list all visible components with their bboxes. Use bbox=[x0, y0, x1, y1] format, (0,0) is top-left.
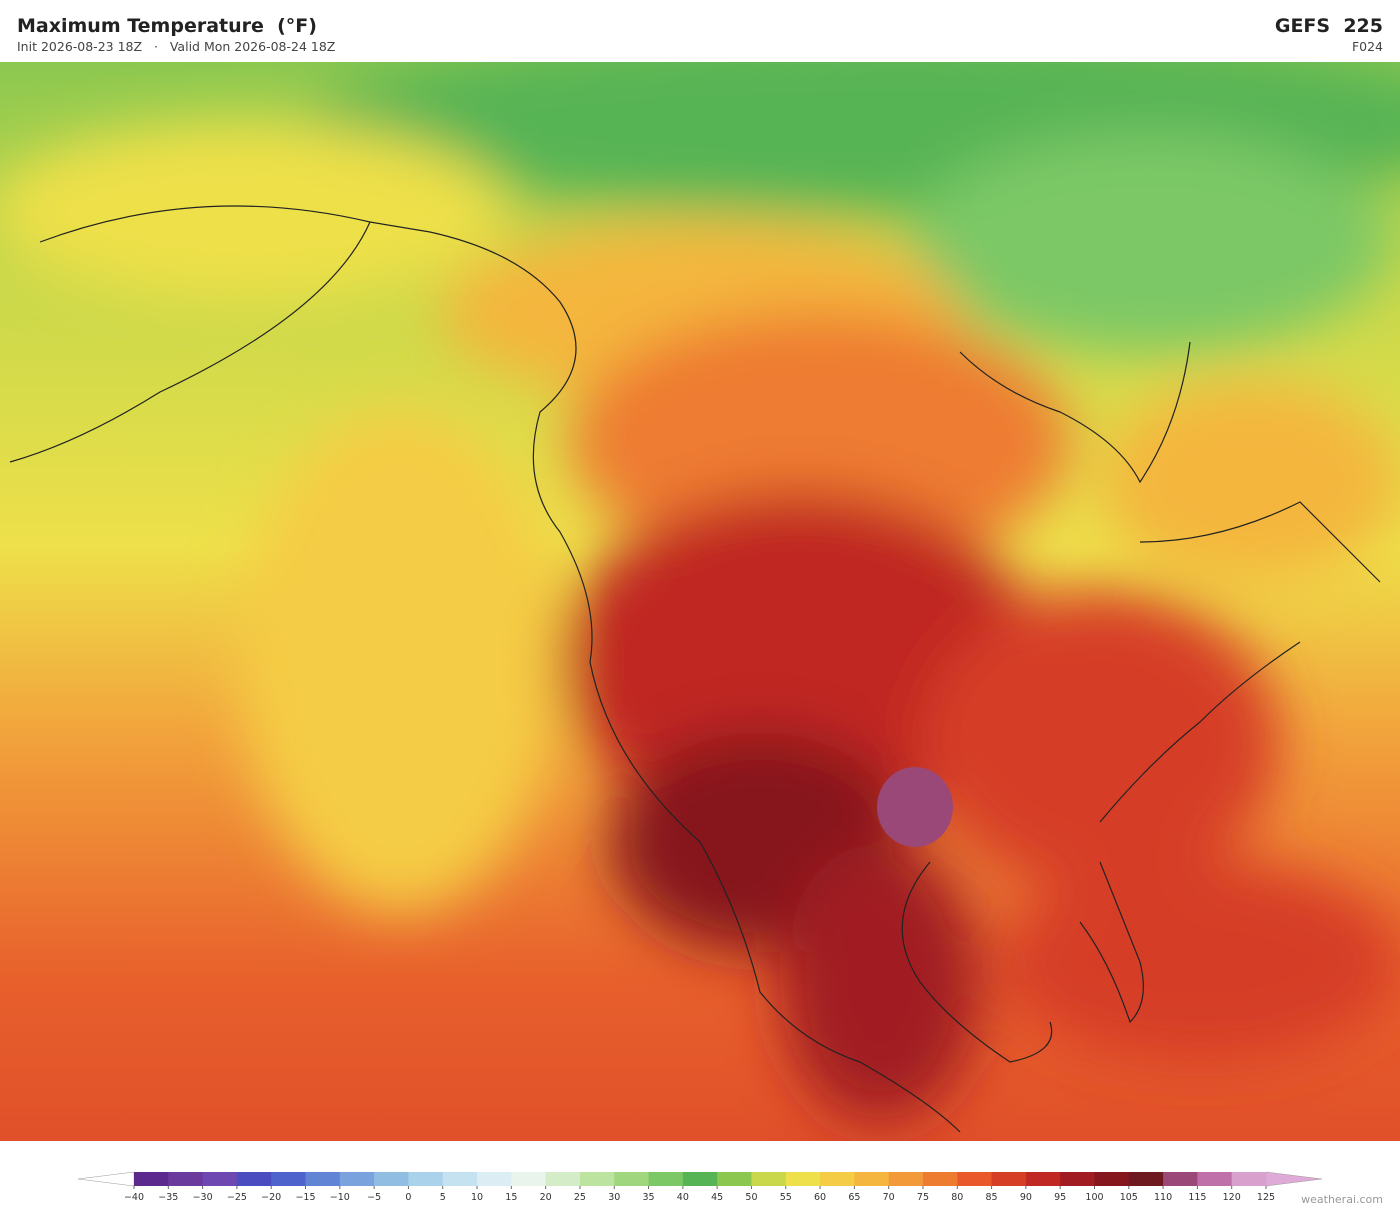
colorbar-tick-label: 65 bbox=[848, 1192, 860, 1203]
colorbar-bin bbox=[648, 1172, 684, 1186]
colorbar-tick-label: 10 bbox=[471, 1192, 483, 1203]
colorbar-tick-label: −40 bbox=[124, 1192, 144, 1203]
colorbar-tick-label: 115 bbox=[1188, 1192, 1206, 1203]
coastlines bbox=[9, 205, 1381, 1133]
title: Maximum Temperature (°F) bbox=[17, 15, 317, 37]
colorbar-bin bbox=[271, 1172, 307, 1186]
colorbar-tick-label: 60 bbox=[814, 1192, 826, 1203]
credit: weatherai.com bbox=[1301, 1193, 1383, 1206]
colorbar-bin bbox=[991, 1172, 1027, 1186]
colorbar-bin bbox=[751, 1172, 787, 1186]
colorbar-bin bbox=[1163, 1172, 1198, 1186]
colorbar-bin bbox=[339, 1172, 375, 1186]
colorbar-bin bbox=[134, 1172, 169, 1186]
colorbar-tick-label: 95 bbox=[1054, 1192, 1066, 1203]
colorbar-tick-label: 125 bbox=[1257, 1192, 1275, 1203]
colorbar-tick-label: 50 bbox=[745, 1192, 757, 1203]
colorbar-bin bbox=[854, 1172, 890, 1186]
colorbar-bin bbox=[1128, 1172, 1164, 1186]
colorbar-bin bbox=[717, 1172, 752, 1186]
colorbar-tick-label: 0 bbox=[405, 1192, 411, 1203]
colorbar-bin bbox=[442, 1172, 478, 1186]
colorbar-bin bbox=[236, 1172, 272, 1186]
colorbar-bin bbox=[1094, 1172, 1130, 1186]
colorbar-tick-label: 110 bbox=[1154, 1192, 1172, 1203]
colorbar-tick-label: 15 bbox=[505, 1192, 517, 1203]
colorbar-bin bbox=[168, 1172, 204, 1186]
colorbar: −40 −35 −30 −25 −20 −15 −10 −5 0 5 10 15 20 25 30 35 40 4… bbox=[77, 1171, 1323, 1203]
colorbar-bin bbox=[1197, 1172, 1233, 1186]
colorbar-tick-label: 40 bbox=[677, 1192, 689, 1203]
colorbar-tick-label: −5 bbox=[367, 1192, 381, 1203]
colorbar-bin bbox=[922, 1172, 958, 1186]
colorbar-tick-label: 35 bbox=[642, 1192, 654, 1203]
colorbar-bin bbox=[545, 1172, 581, 1186]
colorbar-tick-label: 5 bbox=[440, 1192, 446, 1203]
hot-spot bbox=[877, 767, 953, 847]
colorbar-tick-label: 45 bbox=[711, 1192, 723, 1203]
map bbox=[0, 62, 1400, 1141]
colorbar-tick-label: −25 bbox=[227, 1192, 247, 1203]
colorbar-bin bbox=[785, 1172, 821, 1186]
colorbar-tick-label: 90 bbox=[1020, 1192, 1032, 1203]
colorbar-tick-label: 75 bbox=[917, 1192, 929, 1203]
colorbar-bin bbox=[888, 1172, 924, 1186]
colorbar-tick-label: −10 bbox=[330, 1192, 350, 1203]
colorbar-bin bbox=[1060, 1172, 1095, 1186]
colorbar-bin bbox=[202, 1172, 238, 1186]
colorbar-bin bbox=[957, 1172, 993, 1186]
colorbar-tick-label: 20 bbox=[540, 1192, 552, 1203]
colorbar-bin bbox=[820, 1172, 855, 1186]
colorbar-tick-label: 80 bbox=[951, 1192, 963, 1203]
colorbar-tick-label: 70 bbox=[883, 1192, 895, 1203]
colorbar-bin bbox=[408, 1172, 444, 1186]
colorbar-tick-label: −15 bbox=[295, 1192, 315, 1203]
colorbar-over bbox=[1265, 1171, 1323, 1187]
colorbar-tick-label: −20 bbox=[261, 1192, 281, 1203]
model-name: GEFS 225 bbox=[1274, 15, 1383, 37]
colorbar-bin bbox=[374, 1172, 409, 1186]
colorbar-bin bbox=[1231, 1172, 1267, 1186]
forecast-hour: F024 bbox=[1351, 39, 1383, 54]
colorbar-bin bbox=[682, 1172, 718, 1186]
colorbar-tick-label: 85 bbox=[986, 1192, 998, 1203]
colorbar-tick-label: 55 bbox=[780, 1192, 792, 1203]
colorbar-bin bbox=[1025, 1172, 1061, 1186]
colorbar-tick-label: 30 bbox=[608, 1192, 620, 1203]
colorbar-tick-label: 105 bbox=[1120, 1192, 1138, 1203]
colorbar-bin bbox=[579, 1172, 615, 1186]
subtitle: Init 2026-08-23 18Z · Valid Mon 2026-08-… bbox=[17, 39, 336, 54]
colorbar-bin bbox=[511, 1172, 547, 1186]
temperature-field bbox=[0, 62, 1400, 1122]
colorbar-bin bbox=[614, 1172, 650, 1186]
colorbar-tick-label: 100 bbox=[1085, 1192, 1103, 1203]
colorbar-bin bbox=[477, 1172, 512, 1186]
colorbar-bin bbox=[305, 1172, 341, 1186]
colorbar-tick-label: 120 bbox=[1223, 1192, 1241, 1203]
colorbar-tick-label: 25 bbox=[574, 1192, 586, 1203]
colorbar-tick-label: −30 bbox=[193, 1192, 213, 1203]
colorbar-tick-label: −35 bbox=[158, 1192, 178, 1203]
colorbar-under bbox=[77, 1171, 135, 1187]
